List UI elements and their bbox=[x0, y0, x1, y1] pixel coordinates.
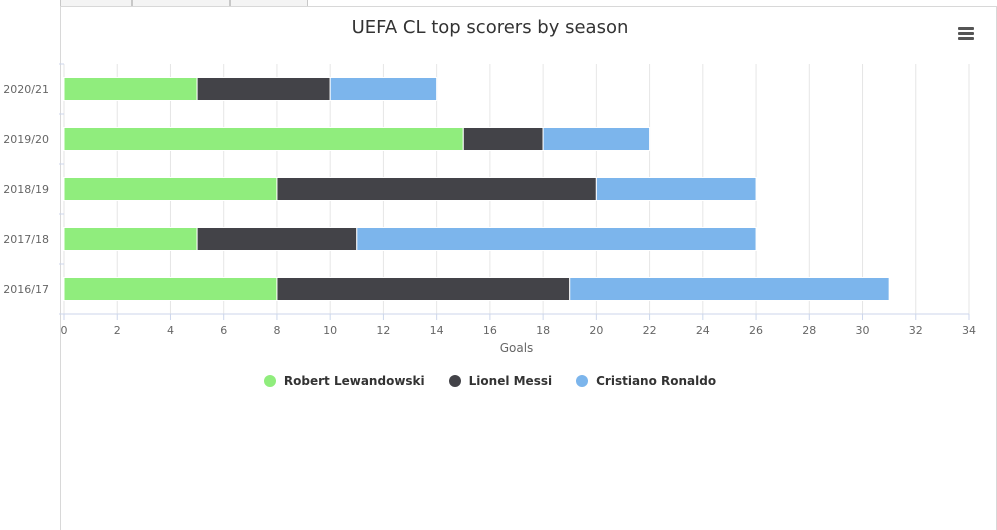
x-tick-label: 2 bbox=[114, 324, 121, 337]
legend-marker bbox=[576, 375, 589, 387]
x-tick-label: 10 bbox=[323, 324, 337, 337]
bar-segment bbox=[542, 127, 651, 151]
bar-segment bbox=[63, 77, 198, 101]
bar-segment bbox=[462, 127, 544, 151]
bar-segment bbox=[63, 127, 464, 151]
hamburger-menu-icon[interactable] bbox=[952, 22, 980, 44]
legend-marker bbox=[448, 375, 461, 387]
x-tick-label: 24 bbox=[696, 324, 710, 337]
bar-segment bbox=[196, 77, 331, 101]
x-tick-label: 34 bbox=[962, 324, 976, 337]
x-tick-label: 4 bbox=[167, 324, 174, 337]
legend-item[interactable]: Lionel Messi bbox=[448, 374, 553, 388]
x-axis-title: Goals bbox=[500, 341, 534, 355]
bar-segment bbox=[276, 277, 571, 301]
chart-svg: 0 2 4 6 8 10 12 14 16 18 20 22 24 26 28 30 32 34Goals2020… bbox=[3, 63, 976, 355]
x-tick-label: 16 bbox=[483, 324, 497, 337]
x-tick-label: 6 bbox=[220, 324, 227, 337]
chart-title: UEFA CL top scorers by season bbox=[351, 17, 629, 38]
x-tick-label: 22 bbox=[643, 324, 657, 337]
bar-segment bbox=[276, 177, 597, 201]
y-tick-label: 2018/19 bbox=[3, 183, 49, 196]
legend-item[interactable]: Robert Lewandowski bbox=[263, 374, 425, 388]
bar-segment bbox=[196, 227, 358, 251]
x-tick-label: 26 bbox=[749, 324, 763, 337]
bar-segment bbox=[356, 227, 757, 251]
legend-item[interactable]: Cristiano Ronaldo bbox=[576, 374, 716, 388]
x-tick-label: 32 bbox=[909, 324, 923, 337]
legend-label: Cristiano Ronaldo bbox=[596, 374, 717, 388]
bar-segment bbox=[63, 177, 278, 201]
y-tick-label: 2020/21 bbox=[3, 83, 49, 96]
x-tick-label: 18 bbox=[536, 324, 550, 337]
bar-segment bbox=[329, 77, 438, 101]
bar-segment bbox=[595, 177, 757, 201]
bar-segment bbox=[63, 227, 198, 251]
y-tick-label: 2019/20 bbox=[3, 133, 49, 146]
legend-label: Robert Lewandowski bbox=[283, 374, 425, 388]
x-tick-label: 0 bbox=[61, 324, 68, 337]
bar-segment bbox=[569, 277, 890, 301]
legend-marker bbox=[263, 375, 276, 387]
x-tick-label: 30 bbox=[856, 324, 870, 337]
bar-segment bbox=[63, 277, 278, 301]
y-tick-label: 2017/18 bbox=[3, 233, 49, 246]
x-tick-label: 12 bbox=[376, 324, 390, 337]
x-tick-label: 8 bbox=[273, 324, 280, 337]
x-tick-label: 20 bbox=[589, 324, 603, 337]
x-tick-label: 28 bbox=[802, 324, 816, 337]
legend-label: Lionel Messi bbox=[468, 374, 553, 388]
y-tick-label: 2016/17 bbox=[3, 283, 49, 296]
legend: Robert Lewandowski Lionel Messi Cristiano … bbox=[0, 374, 980, 388]
x-tick-label: 14 bbox=[430, 324, 444, 337]
